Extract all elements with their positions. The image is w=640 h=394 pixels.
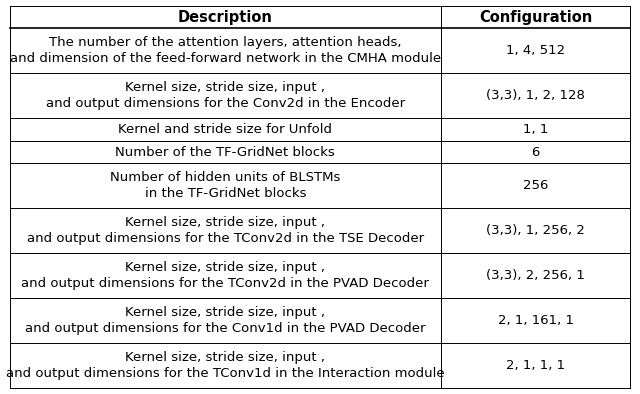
Text: Kernel and stride size for Unfold: Kernel and stride size for Unfold: [118, 123, 332, 136]
Text: 1, 4, 512: 1, 4, 512: [506, 45, 565, 58]
Text: (3,3), 1, 2, 128: (3,3), 1, 2, 128: [486, 89, 585, 102]
Text: Kernel size, stride size, input ,
and output dimensions for the TConv2d in the T: Kernel size, stride size, input , and ou…: [27, 216, 424, 245]
Text: 1, 1: 1, 1: [523, 123, 548, 136]
Text: Number of hidden units of BLSTMs
in the TF-GridNet blocks: Number of hidden units of BLSTMs in the …: [110, 171, 340, 200]
Text: Number of the TF-GridNet blocks: Number of the TF-GridNet blocks: [115, 145, 335, 158]
Text: Kernel size, stride size, input ,
and output dimensions for the Conv2d in the En: Kernel size, stride size, input , and ou…: [46, 81, 405, 110]
Text: Kernel size, stride size, input ,
and output dimensions for the TConv1d in the I: Kernel size, stride size, input , and ou…: [6, 351, 445, 380]
Text: Kernel size, stride size, input ,
and output dimensions for the Conv1d in the PV: Kernel size, stride size, input , and ou…: [25, 306, 426, 335]
Text: 6: 6: [532, 145, 540, 158]
Text: The number of the attention layers, attention heads,
and dimension of the feed-f: The number of the attention layers, atte…: [10, 36, 441, 65]
Text: 2, 1, 161, 1: 2, 1, 161, 1: [498, 314, 573, 327]
Text: 256: 256: [523, 179, 548, 192]
Text: (3,3), 2, 256, 1: (3,3), 2, 256, 1: [486, 269, 585, 282]
Text: (3,3), 1, 256, 2: (3,3), 1, 256, 2: [486, 224, 585, 237]
Text: Configuration: Configuration: [479, 9, 593, 25]
Text: Kernel size, stride size, input ,
and output dimensions for the TConv2d in the P: Kernel size, stride size, input , and ou…: [21, 261, 429, 290]
Text: Description: Description: [178, 9, 273, 25]
Text: 2, 1, 1, 1: 2, 1, 1, 1: [506, 359, 565, 372]
